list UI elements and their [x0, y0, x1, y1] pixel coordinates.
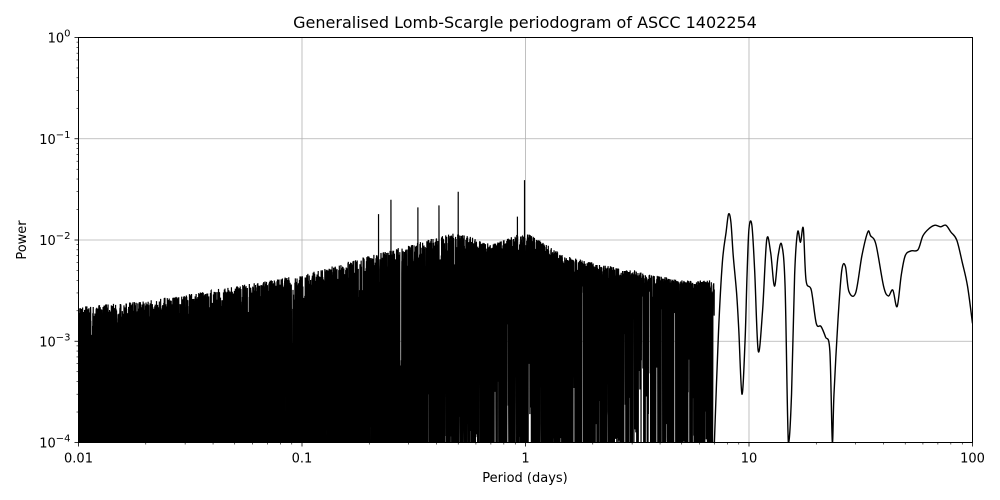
smooth-tail-segment [713, 213, 973, 443]
chart-title: Generalised Lomb-Scargle periodogram of … [293, 13, 757, 32]
noisy-segment [78, 180, 715, 443]
x-tick-label: 0.1 [292, 452, 313, 467]
y-tick-label: 10−1 [39, 130, 70, 148]
y-tick-label: 10−4 [39, 434, 70, 452]
x-tick-labels: 0.01 0.1 1 10 100 [64, 452, 985, 467]
x-tick-label: 0.01 [64, 452, 93, 467]
y-tick-labels: 100 10−1 10−2 10−3 10−4 [39, 29, 70, 452]
x-tick-label: 10 [741, 452, 758, 467]
y-tick-label: 10−2 [39, 231, 70, 249]
x-axis-label: Period (days) [482, 471, 568, 486]
x-tick-label: 100 [960, 452, 985, 467]
periodogram-line [78, 180, 973, 443]
y-tick-label: 100 [48, 29, 71, 47]
x-tick-label: 1 [521, 452, 529, 467]
plot-frame [78, 37, 973, 443]
y-axis-label: Power [15, 220, 30, 260]
y-tick-label: 10−3 [39, 332, 70, 350]
